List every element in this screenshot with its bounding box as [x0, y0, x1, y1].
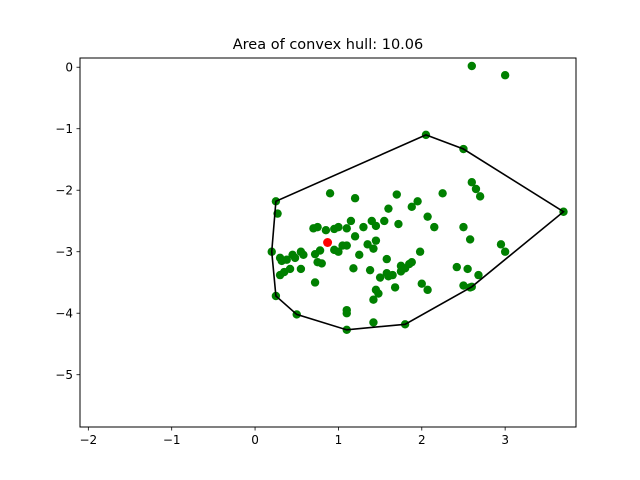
scatter-point — [467, 178, 476, 187]
chart-title: Area of convex hull: 10.06 — [233, 37, 423, 53]
scatter-point — [459, 281, 468, 290]
scatter-point — [496, 240, 506, 249]
scatter-point — [475, 192, 485, 201]
convex-hull-line — [270, 134, 565, 331]
x-tick-label: 1 — [335, 433, 343, 447]
scatter-point — [334, 247, 343, 256]
scatter-point — [394, 219, 403, 229]
scatter-point — [371, 221, 381, 231]
x-axis: −2 −1 0 1 2 3 — [79, 427, 509, 447]
x-tick-label: 0 — [251, 433, 259, 447]
scatter-point — [363, 240, 372, 249]
scatter-point — [430, 222, 439, 232]
scatter-point — [342, 224, 351, 233]
scatter-point — [407, 257, 416, 267]
scatter-point — [374, 289, 383, 298]
x-tick-label: 2 — [418, 433, 426, 447]
y-tick-label: 0 — [65, 61, 73, 75]
scatter-point — [500, 71, 510, 80]
scatter-point — [310, 249, 320, 259]
scatter-point — [342, 241, 351, 250]
scatter-point — [463, 264, 472, 274]
x-tick-label: 3 — [501, 433, 509, 447]
y-tick-label: −5 — [55, 368, 73, 382]
scatter-point — [359, 222, 368, 232]
scatter-point — [474, 270, 483, 280]
scatter-point — [309, 224, 318, 233]
x-tick-label: −1 — [163, 433, 181, 447]
scatter-point — [330, 224, 339, 234]
scatter-point — [350, 194, 360, 203]
scatter-point — [459, 222, 468, 232]
scatter-point — [407, 202, 416, 212]
scatter-point — [321, 226, 331, 235]
scatter-point — [382, 254, 391, 264]
scatter-point — [317, 259, 326, 268]
scatter-point — [325, 189, 335, 198]
scatter-point — [417, 279, 426, 288]
x-tick-label: −2 — [79, 433, 97, 447]
scatter-point — [423, 285, 432, 295]
scatter-point — [369, 244, 378, 253]
y-axis: 0 −1 −2 −3 −4 −5 — [55, 61, 80, 382]
scatter-point — [452, 262, 461, 272]
scatter-point — [396, 267, 406, 276]
scatter-point — [375, 273, 385, 282]
scatter-point — [415, 247, 425, 256]
scatter-point — [413, 197, 422, 206]
plot-area — [267, 61, 568, 335]
scatter-point — [349, 264, 358, 273]
scatter-point — [310, 278, 320, 287]
scatter-point — [277, 256, 286, 266]
scatter-point — [369, 318, 378, 327]
y-tick-label: −1 — [55, 122, 73, 136]
scatter-point — [500, 247, 510, 256]
scatter-point — [350, 232, 360, 241]
scatter-point — [467, 61, 476, 71]
scatter-point — [423, 212, 432, 221]
scatter-point — [365, 265, 375, 275]
scatter-point — [299, 250, 308, 259]
scatter-point — [392, 190, 401, 199]
y-tick-label: −3 — [55, 245, 73, 259]
scatter-point — [384, 204, 393, 213]
scatter-point — [369, 295, 378, 304]
scatter-point — [465, 235, 475, 244]
axes-frame — [79, 57, 577, 428]
highlight-point — [323, 238, 333, 247]
y-tick-label: −2 — [55, 184, 73, 198]
scatter-point — [346, 216, 356, 226]
scatter-point — [288, 250, 297, 259]
scatter-point — [296, 264, 306, 274]
scatter-point — [342, 309, 351, 318]
scatter-point — [380, 216, 389, 226]
scatter-point — [355, 250, 364, 259]
scatter-point — [471, 184, 481, 194]
y-tick-label: −4 — [55, 307, 73, 321]
scatter-point — [390, 283, 400, 292]
scatter-point — [388, 270, 397, 280]
scatter-point — [438, 189, 447, 198]
scatter-point — [371, 236, 381, 245]
scatter-point — [275, 270, 285, 280]
